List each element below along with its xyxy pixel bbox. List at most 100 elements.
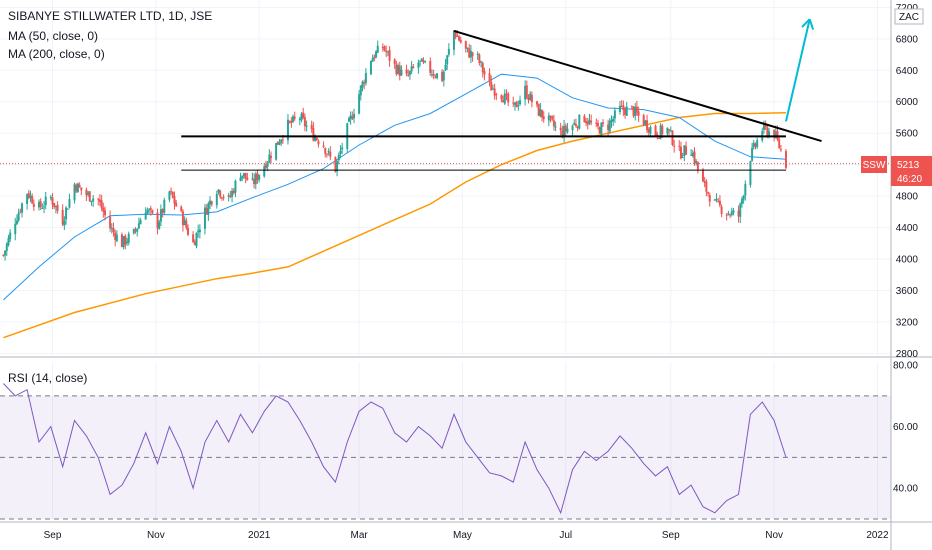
- candle-body: [718, 200, 721, 206]
- candle-body: [192, 234, 195, 243]
- candle-body: [9, 232, 12, 240]
- candle-body: [613, 110, 616, 119]
- rsi-axis[interactable]: 40.00 60.00 80.00: [893, 361, 918, 495]
- candle-body: [583, 115, 586, 123]
- candle-body: [737, 210, 740, 217]
- candle-body: [29, 195, 32, 199]
- candle-body: [371, 58, 374, 62]
- candle-body: [393, 59, 396, 65]
- candle-body: [347, 118, 350, 122]
- candle-body: [784, 151, 787, 168]
- candle-body: [195, 232, 198, 247]
- candle-body: [773, 129, 776, 138]
- candle-body: [32, 203, 35, 207]
- candle-body: [334, 156, 337, 172]
- ma50-legend[interactable]: MA (50, close, 0): [8, 29, 99, 43]
- candle-body: [661, 125, 664, 135]
- candle-body: [158, 221, 161, 229]
- rsi-legend[interactable]: RSI (14, close): [8, 371, 88, 385]
- candle-body: [525, 85, 528, 98]
- candle-body: [679, 146, 682, 159]
- candle-body: [246, 177, 249, 181]
- candle-body: [563, 125, 566, 138]
- chart-title[interactable]: SIBANYE STILLWATER LTD, 1D, JSE: [8, 9, 213, 23]
- candle-body: [752, 142, 755, 148]
- candle-body: [705, 181, 708, 192]
- candle-body: [419, 60, 422, 62]
- candle-body: [701, 169, 704, 182]
- candle-body: [446, 55, 449, 65]
- candle-body: [673, 145, 676, 147]
- candle-body: [80, 187, 83, 191]
- candle-body: [436, 73, 439, 79]
- candle-body: [14, 223, 17, 235]
- price-tick-label: 6800: [896, 34, 919, 45]
- candle-body: [373, 56, 376, 59]
- candle-body: [73, 184, 76, 201]
- candle-body: [336, 161, 339, 172]
- candle-body: [337, 154, 340, 161]
- candle-body: [109, 216, 112, 229]
- candle-body: [647, 129, 650, 133]
- candle-body: [264, 164, 267, 169]
- candle-body: [774, 131, 777, 138]
- candle-body: [173, 196, 176, 204]
- ma200-legend[interactable]: MA (200, close, 0): [8, 47, 105, 61]
- candle-body: [197, 230, 200, 233]
- candle-body: [762, 123, 765, 130]
- candle-body: [578, 114, 581, 129]
- candle-body: [253, 178, 256, 185]
- candle-body: [649, 126, 652, 134]
- candle-body: [322, 145, 325, 148]
- candle-body: [424, 61, 427, 63]
- candle-body: [600, 122, 603, 135]
- rsi-line: [3, 383, 787, 515]
- candle-body: [524, 86, 527, 100]
- trendline-drawings[interactable]: [181, 18, 822, 171]
- candle-body: [612, 118, 615, 122]
- candle-body: [298, 118, 301, 120]
- candle-body: [608, 121, 611, 132]
- time-axis[interactable]: Sep Nov 2021 Mar May Jul Sep Nov 2022: [44, 530, 889, 541]
- candle-body: [65, 207, 68, 220]
- candle-body: [244, 172, 247, 179]
- candle-body: [126, 241, 129, 244]
- candle-body: [507, 93, 510, 103]
- candle-body: [97, 198, 100, 200]
- rsi-tick-label: 40.00: [893, 484, 918, 495]
- candle-body: [625, 106, 628, 116]
- candle-body: [315, 137, 318, 141]
- candle-body: [132, 228, 135, 234]
- candle-body: [220, 197, 223, 199]
- price-axis[interactable]: 2800320036004000440048005200560060006400…: [896, 3, 919, 360]
- symbol-tag-text: SSW: [863, 160, 886, 171]
- candle-body: [630, 105, 633, 107]
- candle-body: [566, 128, 569, 133]
- candle-body: [7, 237, 10, 246]
- candle-body: [92, 198, 95, 202]
- candle-body: [161, 209, 164, 213]
- candle-body: [325, 153, 328, 155]
- candle-body: [263, 166, 266, 177]
- candle-body: [468, 48, 471, 58]
- candle-body: [44, 196, 47, 206]
- candle-body: [454, 31, 457, 38]
- candle-body: [483, 71, 486, 75]
- candle-body: [17, 212, 20, 221]
- price-tick-label: 4000: [896, 255, 919, 266]
- candle-body: [276, 141, 279, 145]
- candle-body: [388, 50, 391, 61]
- candle-body: [234, 180, 237, 193]
- candle-body: [671, 131, 674, 145]
- candle-body: [215, 193, 218, 206]
- candle-body: [127, 233, 130, 243]
- candle-body: [363, 82, 366, 84]
- candle-body: [666, 127, 669, 134]
- candle-body: [239, 177, 242, 181]
- candle-body: [4, 250, 7, 256]
- price-tick-label: 6000: [896, 97, 919, 108]
- candle-body: [602, 122, 605, 124]
- candle-body: [21, 203, 24, 213]
- projection-arrowhead: [801, 18, 811, 28]
- candle-body: [90, 200, 93, 203]
